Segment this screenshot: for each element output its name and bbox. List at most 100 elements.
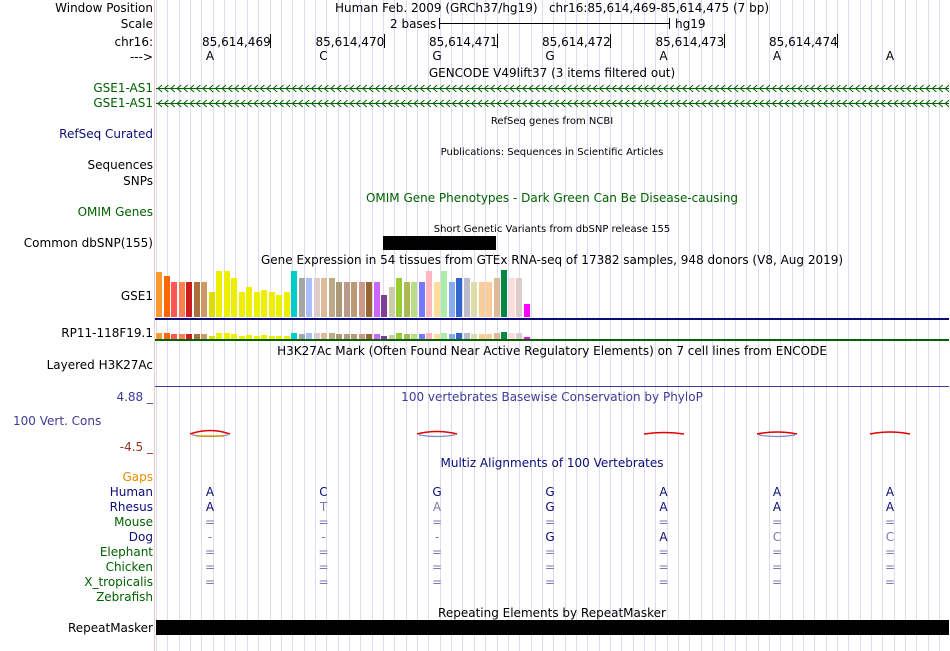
gtex-tissue-bar[interactable]	[283, 292, 290, 317]
gtex-tissue-bar[interactable]	[261, 335, 267, 339]
gtex-tissue-bar[interactable]	[418, 334, 425, 339]
gencode-item-1-feature[interactable]	[156, 82, 949, 95]
gtex-tissue-bar[interactable]	[343, 334, 350, 339]
gtex-tissue-bar[interactable]	[328, 278, 335, 317]
gtex-tissue-bar[interactable]	[171, 282, 177, 317]
gtex-tissue-bar[interactable]	[216, 333, 222, 339]
dbsnp-label[interactable]: Common dbSNP(155)	[23, 236, 153, 250]
gtex-tissue-bar[interactable]	[358, 282, 365, 317]
multiz-species-label[interactable]: Mouse	[114, 515, 153, 529]
gencode-item-2-feature[interactable]	[156, 97, 949, 110]
gtex-tissue-bar[interactable]	[501, 332, 507, 339]
gtex-tissue-bar[interactable]	[448, 282, 455, 317]
gtex-tissue-bar[interactable]	[298, 334, 305, 339]
gtex-tissue-bar[interactable]	[163, 276, 170, 317]
gtex-tissue-bar[interactable]	[441, 333, 447, 339]
gtex-tissue-bar[interactable]	[291, 271, 297, 317]
multiz-species-label[interactable]: Human	[109, 485, 153, 499]
gtex-tissue-bar[interactable]	[388, 287, 395, 317]
gtex-tissue-bar[interactable]	[396, 278, 402, 317]
gtex-tissue-bar[interactable]	[208, 292, 215, 317]
gtex-tissue-bar[interactable]	[373, 334, 380, 339]
gtex-tissue-bar[interactable]	[508, 333, 515, 339]
gtex-tissue-bar[interactable]	[231, 334, 237, 339]
gtex-tissue-bar[interactable]	[478, 282, 485, 317]
phylop-peak[interactable]	[417, 425, 465, 439]
gtex-tissue-bar[interactable]	[411, 334, 417, 339]
gtex-tissue-bar[interactable]	[478, 334, 485, 339]
gaps-label[interactable]: Gaps	[122, 470, 153, 484]
gtex-tissue-bar[interactable]	[261, 290, 267, 317]
gtex-tissue-bar[interactable]	[253, 292, 260, 317]
gtex-tissue-bar[interactable]	[291, 333, 297, 339]
gtex-tissue-bar[interactable]	[403, 334, 410, 339]
gtex-tissue-bar[interactable]	[268, 292, 275, 317]
gtex-tissue-bar[interactable]	[306, 278, 312, 317]
gtex-tissue-bar[interactable]	[486, 334, 492, 339]
gtex-tissue-bar[interactable]	[276, 336, 282, 339]
gtex-tissue-bar[interactable]	[433, 282, 440, 317]
gtex-tissue-bar[interactable]	[156, 333, 162, 339]
gtex-tissue-bar[interactable]	[178, 334, 185, 339]
phylop-peak[interactable]	[643, 425, 692, 439]
gtex-tissue-bar[interactable]	[463, 278, 470, 317]
phylop-peak[interactable]	[870, 425, 918, 439]
gtex-tissue-bar[interactable]	[366, 282, 372, 317]
gtex-tissue-bar[interactable]	[396, 333, 402, 339]
gtex-tissue-bar[interactable]	[351, 334, 357, 339]
gtex-tissue-bar[interactable]	[223, 333, 230, 339]
gtex-tissue-bar[interactable]	[441, 271, 447, 317]
gtex-tissue-bar[interactable]	[163, 333, 170, 339]
gtex-tissue-bar[interactable]	[313, 278, 320, 317]
gtex-gene2-label[interactable]: RP11-118F19.1	[61, 326, 153, 340]
multiz-species-label[interactable]: Chicken	[105, 560, 153, 574]
gtex-tissue-bar[interactable]	[238, 336, 245, 339]
gtex-tissue-bar[interactable]	[523, 337, 530, 339]
gtex-tissue-bar[interactable]	[246, 287, 252, 317]
gtex-tissue-bar[interactable]	[328, 333, 335, 339]
gtex-tissue-bar[interactable]	[426, 333, 432, 339]
phylop-peak[interactable]	[190, 425, 238, 439]
gtex-tissue-bar[interactable]	[411, 282, 417, 317]
gtex-tissue-bar[interactable]	[223, 271, 230, 317]
gtex-tissue-bar[interactable]	[493, 333, 500, 339]
gtex-tissue-bar[interactable]	[523, 304, 530, 317]
gtex-tissue-bar[interactable]	[381, 336, 387, 339]
refseq-label[interactable]: RefSeq Curated	[59, 127, 153, 141]
gtex-tissue-bar[interactable]	[238, 292, 245, 317]
gtex-tissue-bar[interactable]	[366, 334, 372, 339]
multiz-species-label[interactable]: Zebrafish	[96, 590, 153, 604]
gtex-tissue-bar[interactable]	[373, 282, 380, 317]
gtex-tissue-bar[interactable]	[433, 334, 440, 339]
gtex-tissue-bar[interactable]	[336, 282, 342, 317]
gtex-tissue-bar[interactable]	[306, 333, 312, 339]
gtex-tissue-bar[interactable]	[471, 334, 477, 339]
gtex-tissue-bar[interactable]	[193, 282, 200, 317]
multiz-species-label[interactable]: Elephant	[99, 545, 153, 559]
sequences-label[interactable]: Sequences	[87, 158, 153, 172]
gtex-tissue-bar[interactable]	[186, 334, 192, 339]
omim-label[interactable]: OMIM Genes	[77, 205, 153, 219]
gtex-tissue-bar[interactable]	[358, 334, 365, 339]
gtex-tissue-bar[interactable]	[456, 278, 462, 317]
gtex-tissue-bar[interactable]	[216, 271, 222, 317]
dbsnp-variant-feature[interactable]	[383, 236, 496, 250]
gtex-tissue-bar[interactable]	[418, 282, 425, 317]
phylop-peak[interactable]	[757, 425, 805, 439]
gtex-tissue-bar[interactable]	[231, 278, 237, 317]
gtex-tissue-bar[interactable]	[208, 336, 215, 339]
gtex-tissue-bar[interactable]	[403, 282, 410, 317]
gtex-tissue-bar[interactable]	[471, 282, 477, 317]
gtex-tissue-bar[interactable]	[313, 333, 320, 339]
gtex-tissue-bar[interactable]	[448, 334, 455, 339]
gtex-tissue-bar[interactable]	[493, 278, 500, 317]
gtex-tissue-bar[interactable]	[336, 334, 342, 339]
gtex-tissue-bar[interactable]	[276, 295, 282, 317]
h3k27ac-label[interactable]: Layered H3K27Ac	[46, 358, 153, 372]
gtex-tissue-bar[interactable]	[351, 282, 357, 317]
gtex-tissue-bar[interactable]	[516, 278, 522, 317]
multiz-species-label[interactable]: Dog	[128, 530, 153, 544]
gtex-tissue-bar[interactable]	[186, 282, 192, 317]
repeatmasker-feature[interactable]	[156, 620, 949, 635]
gtex-tissue-bar[interactable]	[201, 334, 207, 339]
